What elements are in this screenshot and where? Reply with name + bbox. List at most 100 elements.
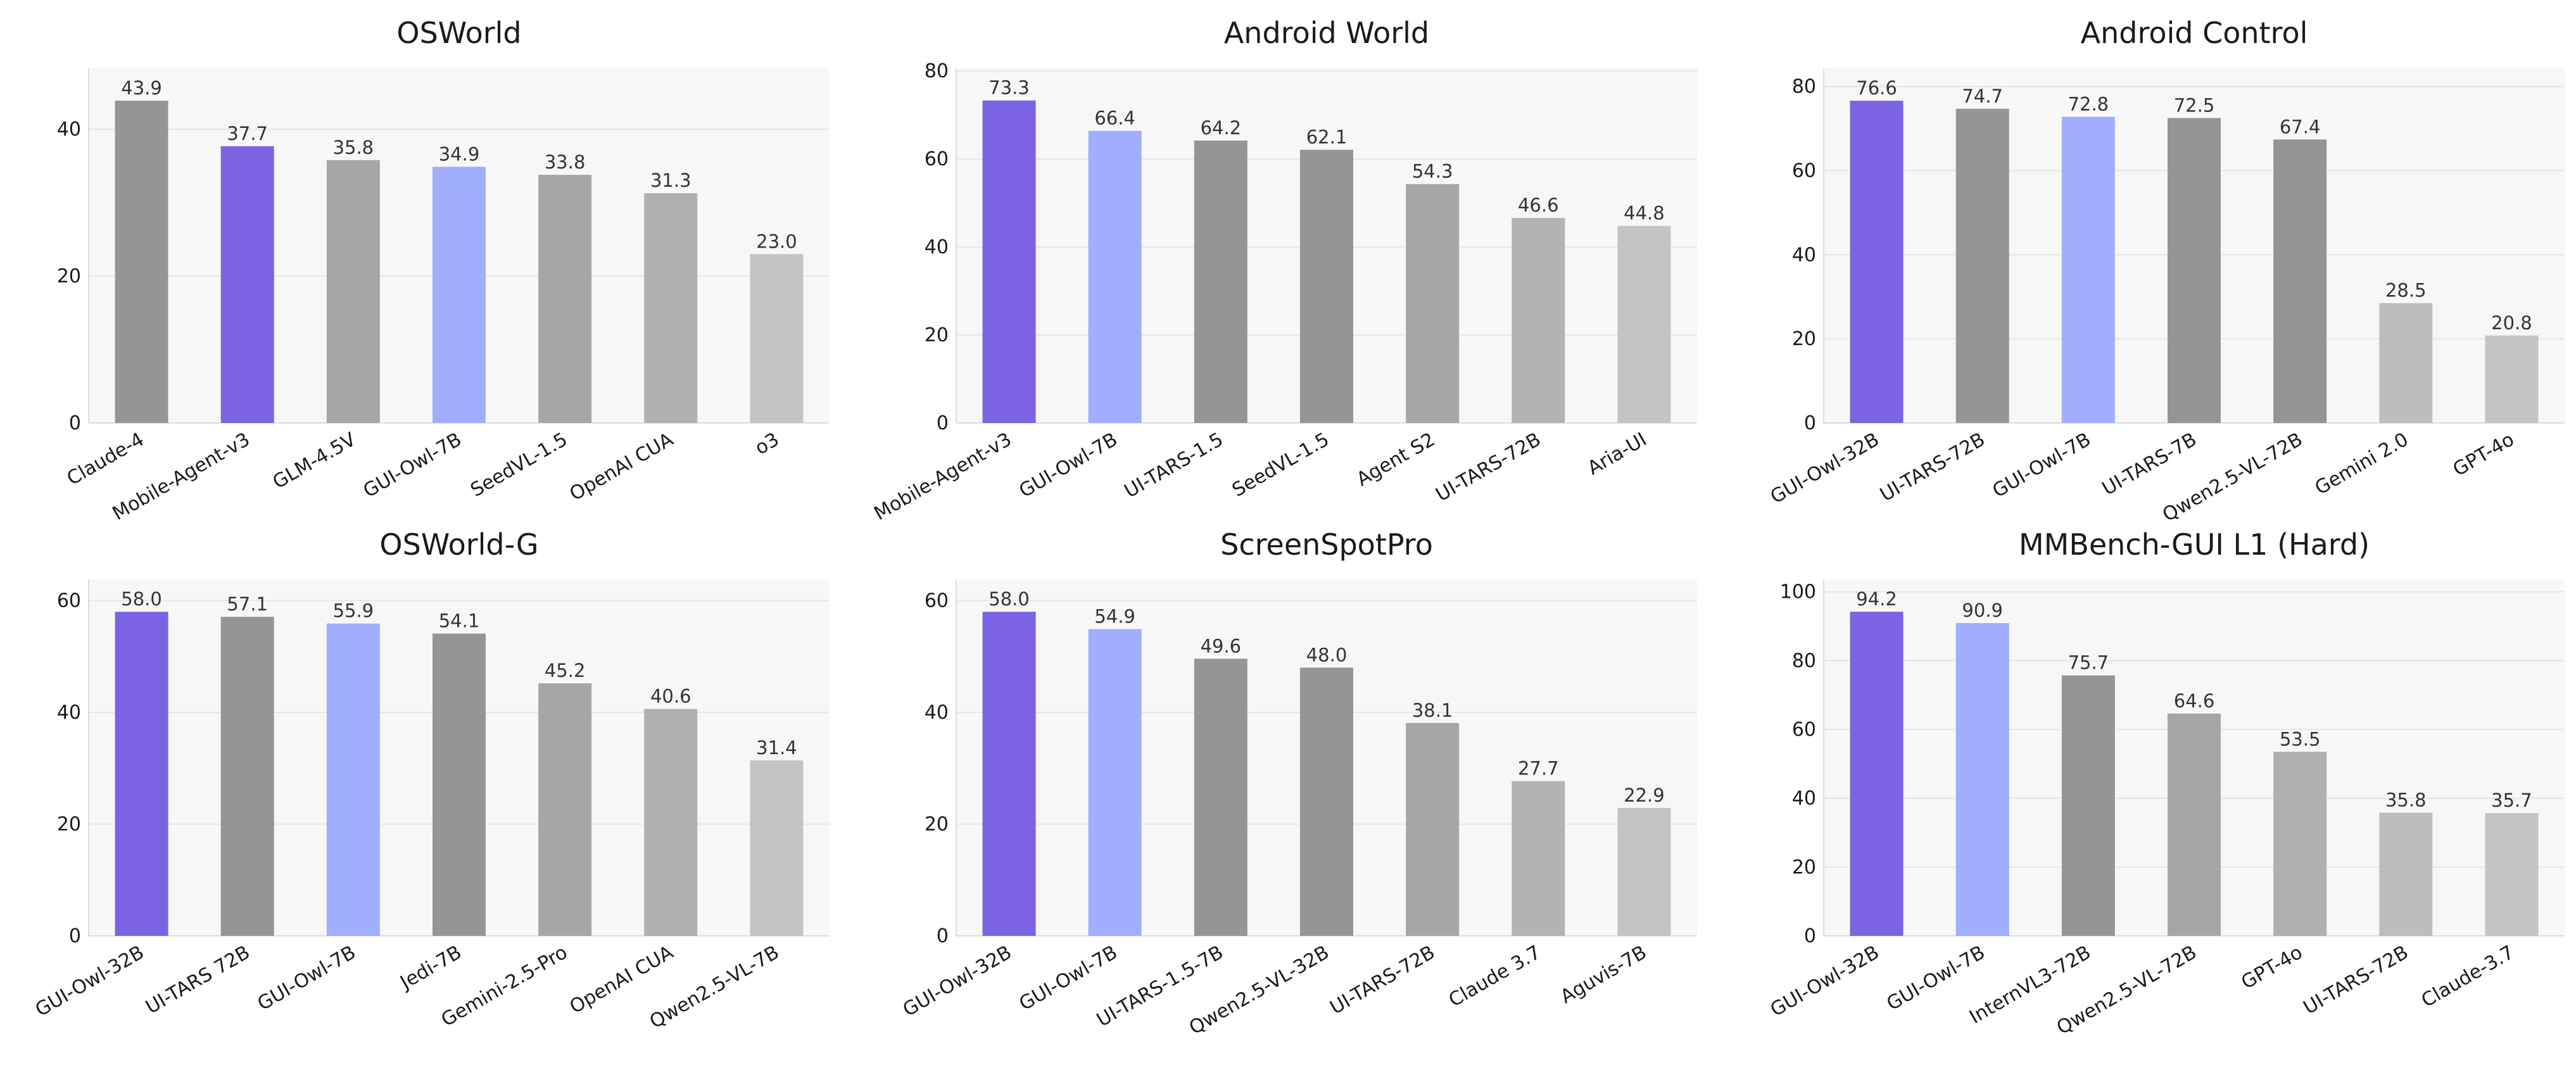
bar (1406, 184, 1460, 423)
value-label: 37.7 (227, 123, 268, 144)
value-label: 62.1 (1306, 127, 1348, 148)
value-label: 28.5 (2385, 280, 2427, 301)
value-label: 46.6 (1518, 194, 1559, 216)
bar (1850, 612, 1904, 936)
value-label: 58.0 (988, 588, 1030, 610)
x-tick-label: GUI-Owl-32B (1767, 429, 1883, 508)
bar (538, 683, 592, 936)
y-tick-label: 40 (57, 702, 81, 724)
chart-title: OSWorld-G (379, 527, 538, 562)
value-label: 53.5 (2280, 728, 2321, 750)
y-tick-label: 20 (1792, 856, 1816, 878)
x-tick-label: GUI-Owl-7B (1883, 942, 1989, 1016)
x-tick-label: GUI-Owl-7B (254, 942, 360, 1016)
x-tick-label: UI-TARS-72B (2300, 942, 2413, 1019)
value-label: 27.7 (1518, 758, 1559, 779)
bar (982, 100, 1036, 423)
chart-title: Android World (1224, 16, 1429, 50)
value-label: 72.8 (2068, 93, 2109, 115)
y-tick-label: 20 (925, 324, 949, 346)
bar (2273, 752, 2327, 936)
bar (2061, 117, 2115, 423)
y-tick-label: 0 (1804, 925, 1816, 947)
value-label: 40.6 (650, 686, 691, 707)
bar (1088, 629, 1142, 936)
value-label: 31.4 (756, 737, 797, 759)
value-label: 35.7 (2491, 790, 2532, 811)
chart-title: ScreenSpotPro (1220, 527, 1433, 562)
y-tick-label: 40 (925, 236, 949, 258)
value-label: 20.8 (2491, 312, 2532, 334)
bar (1088, 130, 1142, 424)
y-tick-label: 60 (1792, 160, 1816, 182)
value-label: 55.9 (333, 600, 374, 622)
bar (1406, 722, 1460, 936)
y-tick-label: 60 (1792, 719, 1816, 741)
x-tick-label: UI-TARS-1.5 (1121, 429, 1227, 503)
x-tick-label: UI-TARS-7B (2099, 429, 2200, 500)
x-tick-label: Gemini 2.0 (2311, 429, 2412, 500)
value-label: 54.9 (1094, 606, 1135, 627)
value-label: 75.7 (2068, 652, 2109, 674)
bar (1617, 807, 1671, 936)
value-label: 48.0 (1306, 644, 1348, 665)
chart-panel-4: 0 20 40 60 OSWorld-G 58.0 GUI-Owl-32B 57.1 UI-TA… (32, 527, 830, 1033)
y-tick-label: 20 (57, 814, 81, 836)
bar (115, 101, 168, 423)
bar (220, 146, 274, 423)
x-tick-label: UI-TARS-72B (1432, 429, 1545, 507)
value-label: 73.3 (988, 77, 1030, 99)
y-tick-label: 100 (1780, 581, 1816, 603)
y-tick-label: 0 (69, 925, 81, 947)
bar (220, 617, 274, 936)
bar (750, 760, 804, 936)
bar (1850, 101, 1904, 424)
value-label: 72.5 (2174, 94, 2215, 116)
chart-panel-1: 02040OSWorld43.9Claude-437.7Mobile-Agent… (57, 16, 830, 525)
value-label: 90.9 (1962, 600, 2003, 621)
bar (432, 633, 486, 936)
value-label: 49.6 (1201, 635, 1242, 657)
value-label: 23.0 (756, 230, 797, 252)
bar (2273, 139, 2327, 423)
chart-panel-6: 0 20 40 60 80 100 MMBench-GUI L1 (Hard) 94.2 GUI… (1767, 527, 2565, 1039)
bar (750, 254, 804, 423)
x-tick-label: GUI-Owl-7B (1989, 429, 2095, 503)
bar (2168, 118, 2221, 423)
x-tick-label: SeedVL-1.5 (1228, 429, 1333, 501)
chart-title: MMBench-GUI L1 (Hard) (2019, 527, 2370, 562)
bar (1194, 659, 1247, 936)
y-tick-label: 60 (925, 590, 949, 612)
bar (2379, 303, 2433, 423)
value-label: 44.8 (1624, 203, 1665, 224)
x-tick-label: Claude 3.7 (1445, 942, 1544, 1012)
x-tick-label: Claude-4 (63, 429, 148, 490)
value-label: 43.9 (121, 77, 162, 99)
y-tick-label: 80 (925, 60, 949, 82)
bar (2061, 675, 2115, 936)
bar (538, 175, 592, 423)
x-tick-label: o3 (751, 429, 783, 460)
x-tick-label: Aria-UI (1584, 429, 1650, 480)
bar (1955, 108, 2009, 423)
y-tick-label: 0 (937, 925, 949, 947)
value-label: 35.8 (333, 137, 374, 158)
y-tick-label: 20 (925, 814, 949, 836)
y-tick-label: 80 (1792, 650, 1816, 672)
x-tick-label: GUI-Owl-7B (360, 429, 465, 503)
value-label: 34.9 (439, 143, 480, 165)
x-tick-label: OpenAI CUA (566, 428, 678, 505)
value-label: 31.3 (650, 170, 691, 191)
bar (2485, 812, 2539, 936)
bar (432, 167, 486, 423)
x-tick-label: Claude-3.7 (2418, 942, 2518, 1012)
chart-title: Android Control (2081, 16, 2308, 50)
value-label: 67.4 (2280, 116, 2321, 137)
value-label: 22.9 (1624, 785, 1665, 806)
chart-title: OSWorld (396, 16, 521, 50)
y-tick-label: 20 (1792, 328, 1816, 350)
value-label: 94.2 (1856, 588, 1897, 610)
bar (2379, 812, 2433, 936)
bar (1512, 218, 1565, 423)
